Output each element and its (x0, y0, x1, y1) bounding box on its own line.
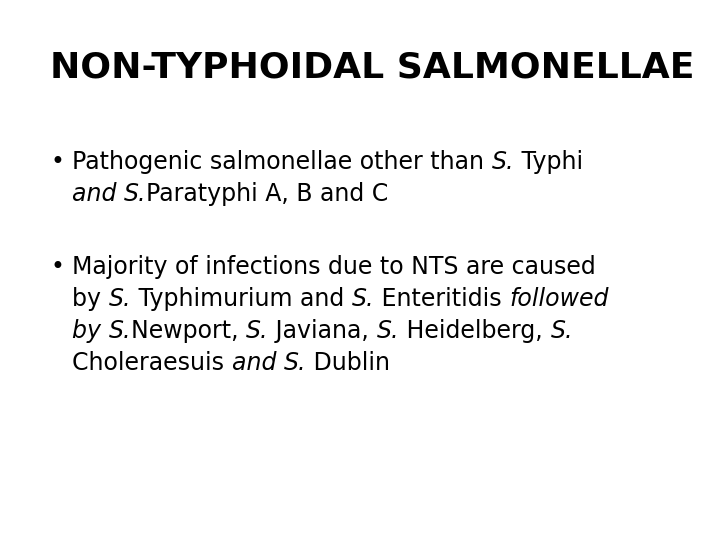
Text: S.: S. (352, 287, 374, 311)
Text: Javiana,: Javiana, (269, 319, 377, 343)
Text: Heidelberg,: Heidelberg, (400, 319, 550, 343)
Text: followed: followed (509, 287, 609, 311)
Text: Typhi: Typhi (514, 150, 583, 174)
Text: Dublin: Dublin (306, 351, 390, 375)
Text: by: by (72, 319, 109, 343)
Text: Pathogenic salmonellae other than: Pathogenic salmonellae other than (72, 150, 492, 174)
Text: and: and (72, 182, 124, 206)
Text: Enteritidis: Enteritidis (374, 287, 509, 311)
Text: •: • (50, 255, 64, 279)
Text: Newport,: Newport, (131, 319, 246, 343)
Text: Typhimurium and: Typhimurium and (131, 287, 352, 311)
Text: by: by (72, 287, 109, 311)
Text: S.: S. (109, 319, 131, 343)
Text: S.: S. (550, 319, 573, 343)
Text: Choleraesuis: Choleraesuis (72, 351, 232, 375)
Text: S.: S. (492, 150, 514, 174)
Text: S.: S. (124, 182, 146, 206)
Text: and: and (232, 351, 284, 375)
Text: S.: S. (377, 319, 400, 343)
Text: NON-TYPHOIDAL SALMONELLAE: NON-TYPHOIDAL SALMONELLAE (50, 50, 695, 84)
Text: S.: S. (284, 351, 306, 375)
Text: S.: S. (246, 319, 269, 343)
Text: Paratyphi A, B and C: Paratyphi A, B and C (146, 182, 389, 206)
Text: S.: S. (109, 287, 131, 311)
Text: •: • (50, 150, 64, 174)
Text: Majority of infections due to NTS are caused: Majority of infections due to NTS are ca… (72, 255, 595, 279)
